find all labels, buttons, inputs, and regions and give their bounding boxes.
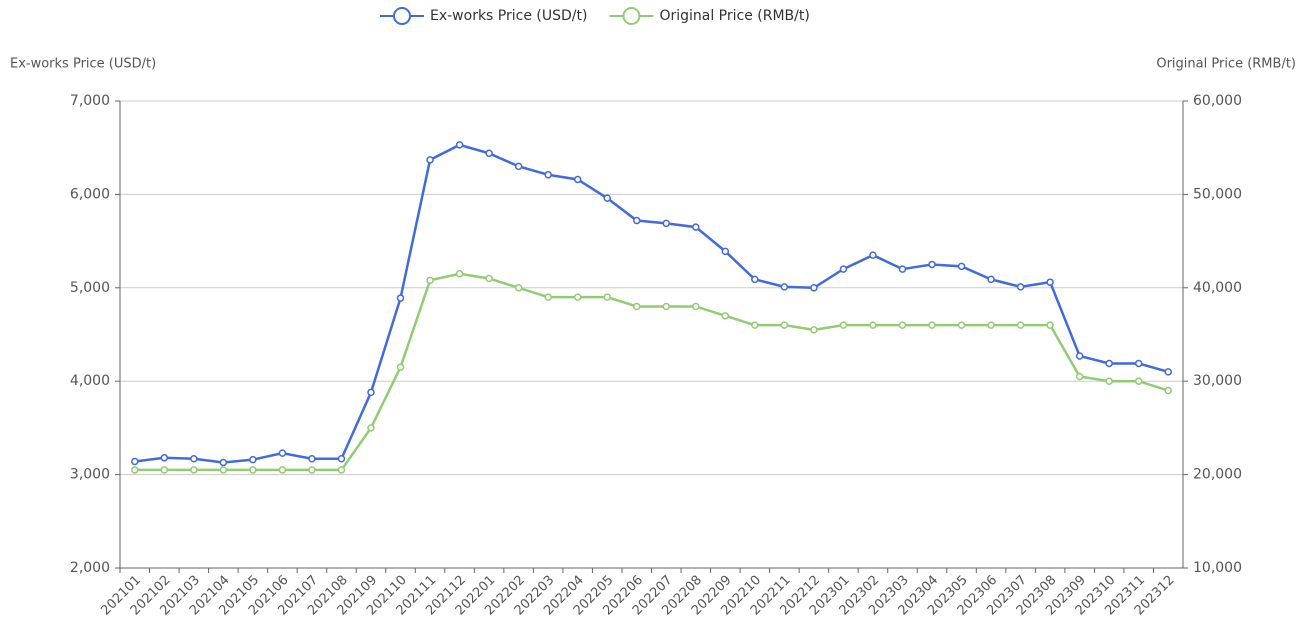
data-point	[337, 466, 346, 474]
data-point	[839, 265, 848, 273]
data-point	[751, 275, 759, 284]
data-point	[692, 302, 700, 311]
series-line	[134, 272, 1169, 472]
data-point	[898, 265, 907, 273]
y2-tick-label: 60,000	[1193, 93, 1242, 109]
data-point	[455, 270, 464, 278]
data-point	[632, 302, 641, 311]
data-point	[426, 276, 434, 285]
data-point	[780, 283, 789, 291]
y-tick-label: 5,000	[70, 280, 110, 296]
data-point	[485, 149, 493, 158]
data-point	[1105, 377, 1113, 385]
data-point	[898, 321, 907, 329]
data-point	[780, 321, 789, 329]
data-point	[1046, 321, 1054, 329]
y-tick-label: 6,000	[70, 186, 110, 202]
data-point	[928, 321, 936, 329]
y2-tick-label: 30,000	[1193, 373, 1242, 389]
legend: Ex-works Price (USD/t) Original Price (RM…	[380, 7, 810, 25]
y2-tick-label: 50,000	[1193, 186, 1242, 202]
data-point	[396, 363, 405, 371]
data-point	[1164, 386, 1172, 395]
data-point	[987, 321, 995, 329]
legend-label: Original Price (RMB/t)	[659, 8, 809, 24]
data-point	[810, 326, 818, 334]
y-tick-label: 4,000	[70, 373, 110, 389]
data-point	[839, 321, 848, 329]
data-point	[957, 262, 966, 271]
y2-tick-label: 10,000	[1193, 560, 1242, 576]
data-point	[1134, 359, 1143, 368]
legend-icon	[393, 7, 411, 25]
y-tick-label: 2,000	[70, 560, 110, 576]
data-point	[632, 216, 641, 225]
data-point	[219, 458, 228, 467]
data-point	[485, 274, 493, 283]
data-point	[573, 175, 582, 184]
data-point	[190, 466, 198, 474]
data-point	[514, 162, 523, 171]
y2-tick-label: 20,000	[1193, 467, 1242, 483]
y-axis-title: Ex-works Price (USD/t)	[10, 57, 156, 72]
data-point	[869, 251, 877, 259]
data-point	[662, 219, 671, 228]
y-tick-label: 7,000	[70, 93, 110, 109]
data-point	[308, 466, 316, 474]
data-point	[662, 302, 671, 311]
data-point	[721, 247, 730, 256]
data-point	[278, 466, 287, 474]
data-point	[308, 454, 316, 463]
data-point	[337, 454, 346, 463]
series-line	[134, 143, 1169, 464]
legend-label: Ex-works Price (USD/t)	[430, 8, 587, 24]
data-point	[249, 455, 257, 464]
data-point	[455, 141, 464, 149]
data-point	[367, 424, 375, 432]
data-point	[573, 293, 582, 301]
y-tick-label: 3,000	[70, 467, 110, 483]
data-point	[810, 284, 818, 292]
data-point	[1134, 377, 1143, 385]
data-point	[1016, 321, 1025, 329]
data-point	[869, 321, 877, 329]
data-point	[219, 466, 228, 474]
data-point	[514, 284, 523, 292]
data-point	[692, 223, 700, 231]
data-point	[190, 454, 198, 463]
data-point	[426, 156, 434, 164]
data-point	[1105, 359, 1113, 368]
data-point	[131, 466, 139, 474]
legend-icon	[622, 7, 641, 25]
data-point	[160, 454, 169, 462]
data-point	[1046, 278, 1054, 286]
data-point	[1016, 283, 1025, 291]
data-point	[1075, 372, 1084, 381]
data-point	[751, 321, 759, 329]
data-point	[987, 275, 995, 284]
data-point	[396, 294, 405, 302]
data-point	[928, 260, 936, 269]
y2-axis-title: Original Price (RMB/t)	[1156, 57, 1296, 72]
data-point	[1075, 352, 1084, 360]
data-point	[544, 171, 552, 179]
data-point	[544, 293, 552, 301]
data-point	[603, 194, 611, 202]
data-point	[1164, 368, 1172, 376]
y2-tick-label: 40,000	[1193, 280, 1242, 296]
data-point	[278, 449, 287, 457]
data-point	[249, 466, 257, 474]
data-point	[367, 388, 375, 397]
data-point	[721, 312, 730, 320]
data-point	[131, 457, 139, 466]
data-point	[957, 321, 966, 329]
data-point	[603, 293, 611, 301]
data-point	[160, 466, 169, 474]
